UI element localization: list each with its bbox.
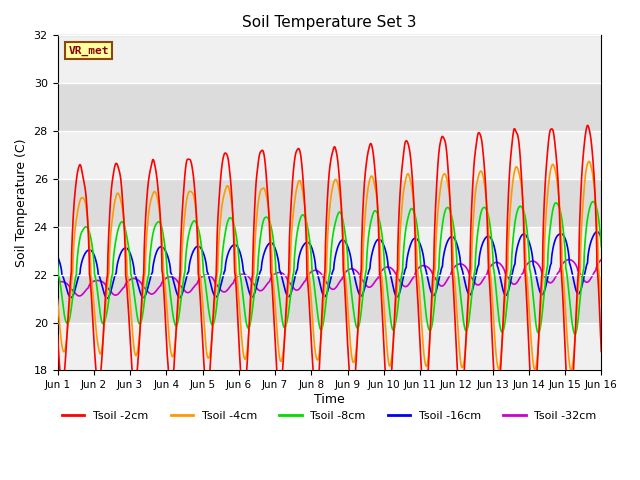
Tsoil -16cm [104, 295, 111, 301]
Tsoil -2cm [597, 348, 605, 354]
Tsoil -4cm [116, 193, 124, 199]
Tsoil -8cm [54, 259, 61, 265]
Tsoil -2cm [584, 122, 591, 128]
Tsoil -16cm [54, 253, 61, 259]
Line: Tsoil -16cm: Tsoil -16cm [58, 232, 601, 298]
Bar [58, 179, 601, 227]
Tsoil -4cm [587, 163, 595, 169]
Tsoil -8cm [262, 214, 270, 220]
Tsoil -8cm [148, 238, 156, 243]
Tsoil -16cm [597, 235, 605, 240]
Text: VR_met: VR_met [68, 46, 109, 56]
Tsoil -32cm [54, 280, 61, 286]
Line: Tsoil -2cm: Tsoil -2cm [58, 125, 601, 409]
Tsoil -32cm [148, 291, 156, 297]
Tsoil -16cm [593, 229, 601, 235]
Tsoil -2cm [587, 136, 595, 142]
Tsoil -4cm [597, 300, 605, 306]
Legend: Tsoil -2cm, Tsoil -4cm, Tsoil -8cm, Tsoil -16cm, Tsoil -32cm: Tsoil -2cm, Tsoil -4cm, Tsoil -8cm, Tsoi… [58, 406, 601, 425]
Tsoil -8cm [528, 282, 536, 288]
Bar [58, 83, 601, 131]
Line: Tsoil -32cm: Tsoil -32cm [58, 260, 601, 296]
Tsoil -32cm [565, 257, 573, 263]
Tsoil -4cm [528, 348, 536, 354]
Tsoil -8cm [286, 301, 294, 307]
Tsoil -32cm [262, 282, 270, 288]
Tsoil -16cm [116, 253, 124, 259]
Tsoil -4cm [286, 271, 294, 277]
Tsoil -8cm [116, 222, 124, 228]
Tsoil -4cm [586, 158, 593, 164]
Tsoil -8cm [587, 202, 595, 207]
Tsoil -16cm [262, 245, 270, 251]
Line: Tsoil -8cm: Tsoil -8cm [58, 202, 601, 334]
Tsoil -4cm [54, 296, 61, 302]
Tsoil -16cm [587, 240, 595, 245]
Bar [58, 131, 601, 179]
Tsoil -8cm [589, 199, 597, 204]
Bar [58, 36, 601, 83]
Tsoil -32cm [286, 280, 294, 286]
Tsoil -4cm [262, 192, 270, 197]
Tsoil -32cm [529, 258, 536, 264]
Tsoil -32cm [597, 257, 605, 263]
Title: Soil Temperature Set 3: Soil Temperature Set 3 [242, 15, 417, 30]
Tsoil -2cm [286, 232, 294, 238]
Tsoil -4cm [148, 194, 156, 200]
Tsoil -8cm [571, 331, 579, 337]
Tsoil -32cm [587, 276, 595, 281]
Tsoil -16cm [148, 270, 156, 276]
Tsoil -16cm [529, 252, 536, 258]
X-axis label: Time: Time [314, 393, 345, 406]
Bar [58, 227, 601, 275]
Tsoil -16cm [286, 293, 294, 299]
Tsoil -2cm [528, 400, 536, 406]
Tsoil -32cm [116, 289, 124, 295]
Tsoil -8cm [597, 244, 605, 250]
Tsoil -2cm [54, 332, 61, 338]
Tsoil -2cm [148, 160, 156, 166]
Line: Tsoil -4cm: Tsoil -4cm [58, 161, 601, 371]
Tsoil -2cm [116, 169, 124, 175]
Tsoil -2cm [262, 170, 270, 176]
Tsoil -4cm [567, 368, 575, 373]
Bar [58, 275, 601, 323]
Bar [58, 323, 601, 371]
Y-axis label: Soil Temperature (C): Soil Temperature (C) [15, 139, 28, 267]
Tsoil -32cm [76, 293, 83, 299]
Tsoil -2cm [529, 407, 537, 412]
